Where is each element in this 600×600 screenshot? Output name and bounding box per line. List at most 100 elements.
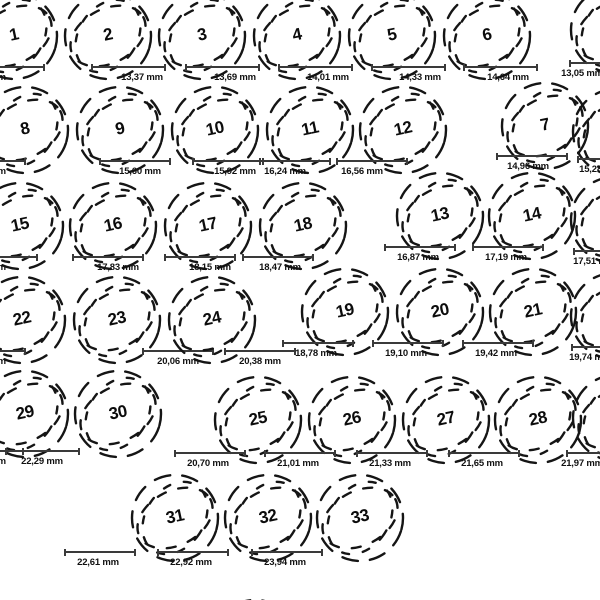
ring-size-9	[72, 82, 168, 178]
measure-line	[184, 64, 260, 71]
measure-line	[0, 158, 26, 165]
ring-partial	[207, 595, 303, 600]
diameter-label: 15,60 mm	[119, 166, 161, 177]
measure-line	[462, 340, 534, 347]
swirl-ring-icon	[167, 275, 257, 365]
diameter-label: 18,47 mm	[259, 262, 301, 273]
diameter-label: 15,28 mm	[0, 166, 6, 177]
ring-size-11	[262, 82, 358, 178]
diameter-label: 20,38 mm	[239, 356, 281, 367]
swirl-ring-icon	[307, 375, 397, 465]
diameter-label: 21,97 mm	[0, 456, 6, 467]
measure-line	[174, 450, 246, 457]
diameter-label: 20,70 mm	[187, 458, 229, 469]
measure-line	[264, 450, 336, 457]
measure-line	[192, 158, 264, 165]
diameter-label: 23,94 mm	[264, 557, 306, 568]
swirl-ring-icon	[358, 85, 448, 175]
diameter-label: 19,10 mm	[385, 348, 427, 359]
diameter-label: 16,87 mm	[397, 252, 439, 263]
measure-line	[356, 450, 428, 457]
swirl-ring-icon	[300, 267, 390, 357]
diameter-label: 14,96 mm	[507, 161, 549, 172]
diameter-label: 17,83 mm	[97, 262, 139, 273]
swirl-ring-icon	[569, 0, 600, 75]
ring-size-24	[164, 272, 260, 368]
diameter-label: 22,29 mm	[21, 456, 63, 467]
measure-line	[164, 254, 236, 261]
measure-line	[4, 448, 80, 455]
diameter-label: 21,33 mm	[369, 458, 411, 469]
swirl-ring-icon	[252, 0, 342, 81]
swirl-ring-icon	[157, 0, 247, 81]
diameter-label: 19,42 mm	[475, 348, 517, 359]
diameter-label: 13,05 mm	[561, 68, 600, 79]
ring-size-31	[127, 470, 223, 566]
ring-size-32	[220, 470, 316, 566]
measure-line	[0, 254, 38, 261]
ring-size-4	[249, 0, 345, 84]
measure-line	[566, 450, 600, 457]
measure-line	[0, 64, 45, 71]
diameter-label: 13,69 mm	[214, 72, 256, 83]
ring-partial	[566, 0, 600, 78]
ring-size-2	[60, 0, 156, 84]
measure-line	[569, 60, 600, 67]
ring-size-13	[392, 168, 488, 264]
ring-size-27	[398, 372, 494, 468]
measure-line	[462, 64, 538, 71]
measure-line	[496, 153, 568, 160]
ring-size-20	[392, 264, 488, 360]
swirl-ring-icon	[0, 0, 59, 81]
diameter-label: 15,92 mm	[214, 166, 256, 177]
diameter-label: 22,61 mm	[77, 557, 119, 568]
measure-line	[277, 64, 353, 71]
swirl-ring-icon	[130, 473, 220, 563]
measure-line	[64, 549, 136, 556]
ring-partial	[568, 370, 600, 466]
swirl-ring-icon	[488, 267, 578, 357]
measure-line	[242, 254, 314, 261]
swirl-ring-icon	[223, 473, 313, 563]
diameter-label: 15,28 mm	[579, 164, 600, 175]
ring-size-15	[0, 178, 68, 274]
measure-line	[372, 340, 444, 347]
swirl-ring-icon	[571, 87, 600, 177]
swirl-ring-icon	[569, 271, 600, 361]
ring-size-17	[160, 178, 256, 274]
diameter-label: 14,33 mm	[399, 72, 441, 83]
diameter-label: 20,06 mm	[157, 356, 199, 367]
ring-size-19	[297, 264, 393, 360]
diameter-label: 19,74 mm	[569, 352, 600, 363]
measure-line	[282, 340, 354, 347]
diameter-label: 13,05 mm	[0, 72, 6, 83]
measure-line	[570, 344, 600, 351]
ring-partial	[566, 268, 600, 364]
measure-line	[572, 248, 600, 255]
diameter-label: 18,78 mm	[295, 348, 337, 359]
diameter-label: 18,15 mm	[189, 262, 231, 273]
ring-size-29	[0, 366, 73, 462]
diameter-label: 21,01 mm	[277, 458, 319, 469]
ring-size-23	[69, 272, 165, 368]
measure-line	[576, 156, 600, 163]
diameter-label: 14,64 mm	[487, 72, 529, 83]
ring-size-5	[344, 0, 440, 84]
swirl-ring-icon	[63, 0, 153, 81]
diameter-label: 16,24 mm	[264, 166, 306, 177]
swirl-ring-icon	[75, 85, 165, 175]
ring-size-22	[0, 272, 70, 368]
measure-line	[448, 450, 520, 457]
swirl-ring-icon	[347, 0, 437, 81]
ring-size-8	[0, 82, 73, 178]
ring-partial	[566, 172, 600, 268]
measure-line	[259, 158, 331, 165]
ring-size-21	[485, 264, 581, 360]
swirl-ring-icon	[442, 0, 532, 81]
swirl-ring-icon	[265, 85, 355, 175]
swirl-ring-icon	[571, 373, 600, 463]
diameter-label: 17,19 mm	[485, 252, 527, 263]
swirl-ring-icon	[68, 181, 158, 271]
ring-size-12	[355, 82, 451, 178]
measure-line	[336, 158, 408, 165]
